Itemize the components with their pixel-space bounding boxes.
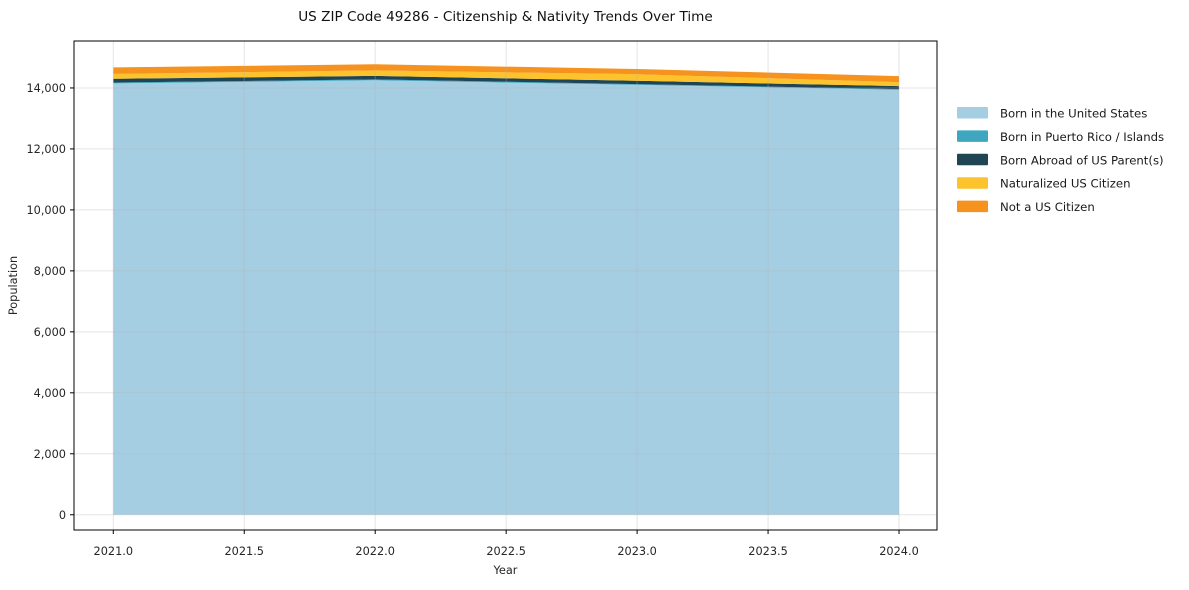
x-tick-label: 2021.5: [224, 545, 264, 558]
x-tick-label: 2021.0: [94, 545, 134, 558]
legend-label-born-abroad-of-us-parent-s: Born Abroad of US Parent(s): [1000, 153, 1164, 167]
legend-label-naturalized-us-citizen: Naturalized US Citizen: [1000, 177, 1130, 191]
area-born-abroad-of-us-parent-s: [113, 75, 900, 90]
y-tick-label: 10,000: [26, 204, 66, 217]
x-tick-label: 2023.0: [617, 545, 657, 558]
legend-swatch-naturalized-us-citizen: [957, 177, 988, 189]
legend-label-born-in-puerto-rico-islands: Born in Puerto Rico / Islands: [1000, 130, 1164, 144]
area-not-a-us-citizen: [113, 64, 900, 83]
y-tick-label: 14,000: [26, 82, 66, 95]
x-tick-label: 2022.5: [486, 545, 526, 558]
y-tick-label: 12,000: [26, 143, 66, 156]
y-tick-label: 8,000: [34, 265, 66, 278]
x-tick-label: 2024.0: [879, 545, 919, 558]
legend-swatch-born-in-the-united-states: [957, 107, 988, 119]
chart-title: US ZIP Code 49286 - Citizenship & Nativi…: [298, 9, 713, 25]
area-born-in-the-united-states: [113, 80, 900, 515]
y-tick-label: 0: [59, 509, 66, 522]
x-tick-label: 2023.5: [748, 545, 788, 558]
area-naturalized-us-citizen: [113, 70, 900, 87]
x-axis-label: Year: [493, 564, 518, 577]
legend-label-not-a-us-citizen: Not a US Citizen: [1000, 200, 1095, 214]
x-tick-label: 2022.0: [355, 545, 395, 558]
y-axis-label: Population: [7, 256, 20, 315]
legend-swatch-not-a-us-citizen: [957, 200, 988, 213]
y-tick-label: 6,000: [34, 326, 66, 339]
legend-label-born-in-the-united-states: Born in the United States: [1000, 107, 1147, 121]
legend-swatch-born-in-puerto-rico-islands: [957, 130, 988, 142]
y-tick-label: 2,000: [34, 448, 66, 461]
plot-border: [73, 40, 938, 531]
y-tick-label: 4,000: [34, 387, 66, 400]
legend-swatch-born-abroad-of-us-parent-s: [957, 153, 988, 166]
